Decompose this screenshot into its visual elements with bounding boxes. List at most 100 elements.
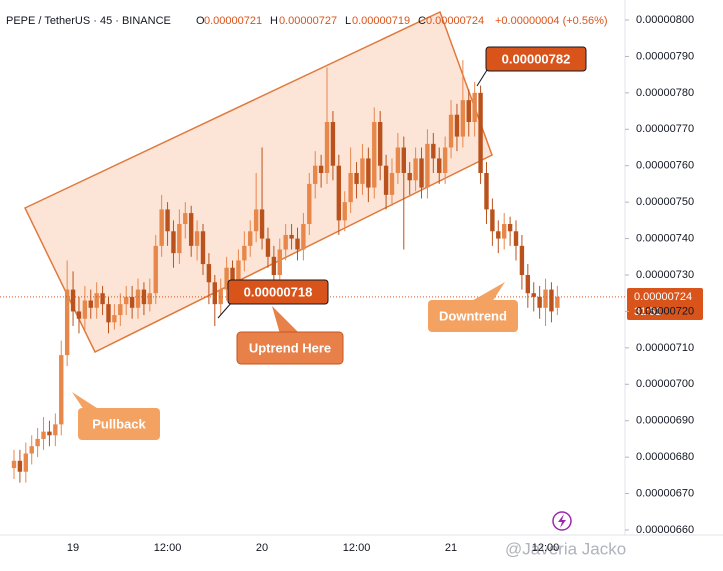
y-tick-label: 0.00000680: [636, 451, 694, 463]
candle-body: [437, 158, 442, 173]
y-tick-label: 0.00000710: [636, 342, 694, 354]
uptrend-box: [236, 331, 344, 365]
candle-body: [23, 453, 29, 472]
y-tick-label: 0.00000690: [636, 415, 694, 427]
y-tick-label: 0.00000730: [636, 269, 694, 281]
candle-body: [301, 224, 306, 250]
high-bubble: [485, 46, 587, 72]
candle-body: [318, 165, 324, 173]
countdown: 31:51: [634, 306, 662, 318]
y-tick-label: 0.00000790: [636, 50, 694, 62]
candle-body: [531, 293, 536, 297]
x-tick-label: 21: [445, 542, 457, 554]
low-bubble-label: 0.00000718: [244, 284, 313, 299]
y-tick-label: 0.00000700: [636, 378, 694, 390]
candle-body: [100, 293, 105, 305]
candle-body: [242, 245, 247, 261]
candle-body: [389, 173, 395, 195]
candle-body: [549, 289, 554, 312]
downtrend-box: [428, 300, 518, 332]
candle-body: [283, 234, 288, 250]
candle-body: [177, 224, 182, 254]
symbol: PEPE / TetherUS · 45 · BINANCE: [6, 15, 171, 27]
candle-body: [484, 173, 489, 210]
candle-body: [448, 114, 454, 148]
candle-body: [129, 296, 135, 308]
candle-body: [348, 173, 353, 203]
candle-body: [64, 289, 70, 356]
y-tick-label: 0.00000800: [636, 14, 694, 26]
candle-body: [253, 209, 259, 232]
candle-body: [513, 231, 519, 246]
ohlc-key: H: [270, 15, 278, 27]
ohlc-value: 0.00000727: [279, 15, 337, 27]
high-bubble-connector: [476, 69, 488, 87]
candle-body: [106, 304, 111, 323]
y-tick-label: 0.00000770: [636, 123, 694, 135]
candle-body: [259, 209, 265, 239]
candle-body: [383, 165, 389, 195]
candle-body: [112, 315, 117, 323]
watermark: @Javeria Jacko: [505, 539, 626, 558]
candle-body: [289, 234, 294, 239]
pullback-box: [78, 408, 160, 440]
candle-body: [200, 231, 206, 265]
candle-body: [395, 147, 401, 173]
downtrend-pointer: [470, 282, 505, 302]
candle-body: [41, 431, 46, 439]
candle-body: [183, 213, 188, 224]
y-tick-label: 0.00000780: [636, 87, 694, 99]
candle-body: [419, 158, 424, 188]
candle-body: [147, 293, 153, 305]
candle-body: [407, 173, 412, 181]
x-tick-label: 12:00: [154, 542, 182, 554]
uptrend-label: Uptrend Here: [249, 340, 331, 355]
candle-body: [342, 202, 347, 221]
candle-body: [372, 122, 377, 188]
candle-body: [76, 311, 82, 319]
candle-body: [354, 173, 359, 184]
candle-body: [70, 289, 76, 312]
candle-body: [360, 158, 365, 184]
ohlc-key: L: [345, 15, 351, 27]
candle-body: [224, 267, 229, 290]
candle-body: [295, 238, 300, 250]
x-tick-label: 12:00: [343, 542, 371, 554]
candle-body: [543, 289, 548, 308]
callouts: Pullback Uptrend Here Downtrend 0.000007…: [72, 46, 587, 440]
candle-body: [555, 296, 560, 308]
candle-body: [188, 213, 194, 246]
candle-body: [501, 224, 507, 239]
candle-body: [413, 158, 418, 181]
candles: [0, 60, 625, 483]
candle-body: [230, 267, 235, 283]
last-price-label: 0.00000724: [634, 291, 692, 303]
candle-body: [53, 424, 58, 436]
candle-body: [472, 92, 477, 122]
alert-icon[interactable]: [552, 511, 572, 531]
candle-body: [265, 238, 271, 257]
pullback-label: Pullback: [92, 416, 146, 431]
x-tick-label: 20: [256, 542, 268, 554]
uptrend-pointer: [272, 306, 300, 334]
candle-body: [460, 100, 466, 137]
x-tick-label: 19: [67, 542, 79, 554]
y-tick-label: 0.00000750: [636, 196, 694, 208]
candle-body: [519, 245, 525, 275]
y-tick-label: 0.00000670: [636, 487, 694, 499]
candle-body: [124, 296, 129, 305]
candle-body: [153, 245, 158, 294]
y-tick-label: 0.00000660: [636, 524, 694, 536]
change: +0.00000004 (+0.56%): [495, 15, 608, 27]
candle-body: [135, 289, 141, 308]
candle-body: [496, 231, 501, 239]
candle-body: [425, 143, 430, 188]
candle-body: [11, 460, 17, 469]
header: PEPE / TetherUS · 45 · BINANCE O 0.00000…: [6, 15, 608, 27]
candle-body: [59, 355, 64, 425]
candle-body: [212, 282, 218, 305]
candle-body: [324, 122, 330, 173]
candle-body: [159, 209, 164, 246]
candle-body: [171, 231, 176, 254]
